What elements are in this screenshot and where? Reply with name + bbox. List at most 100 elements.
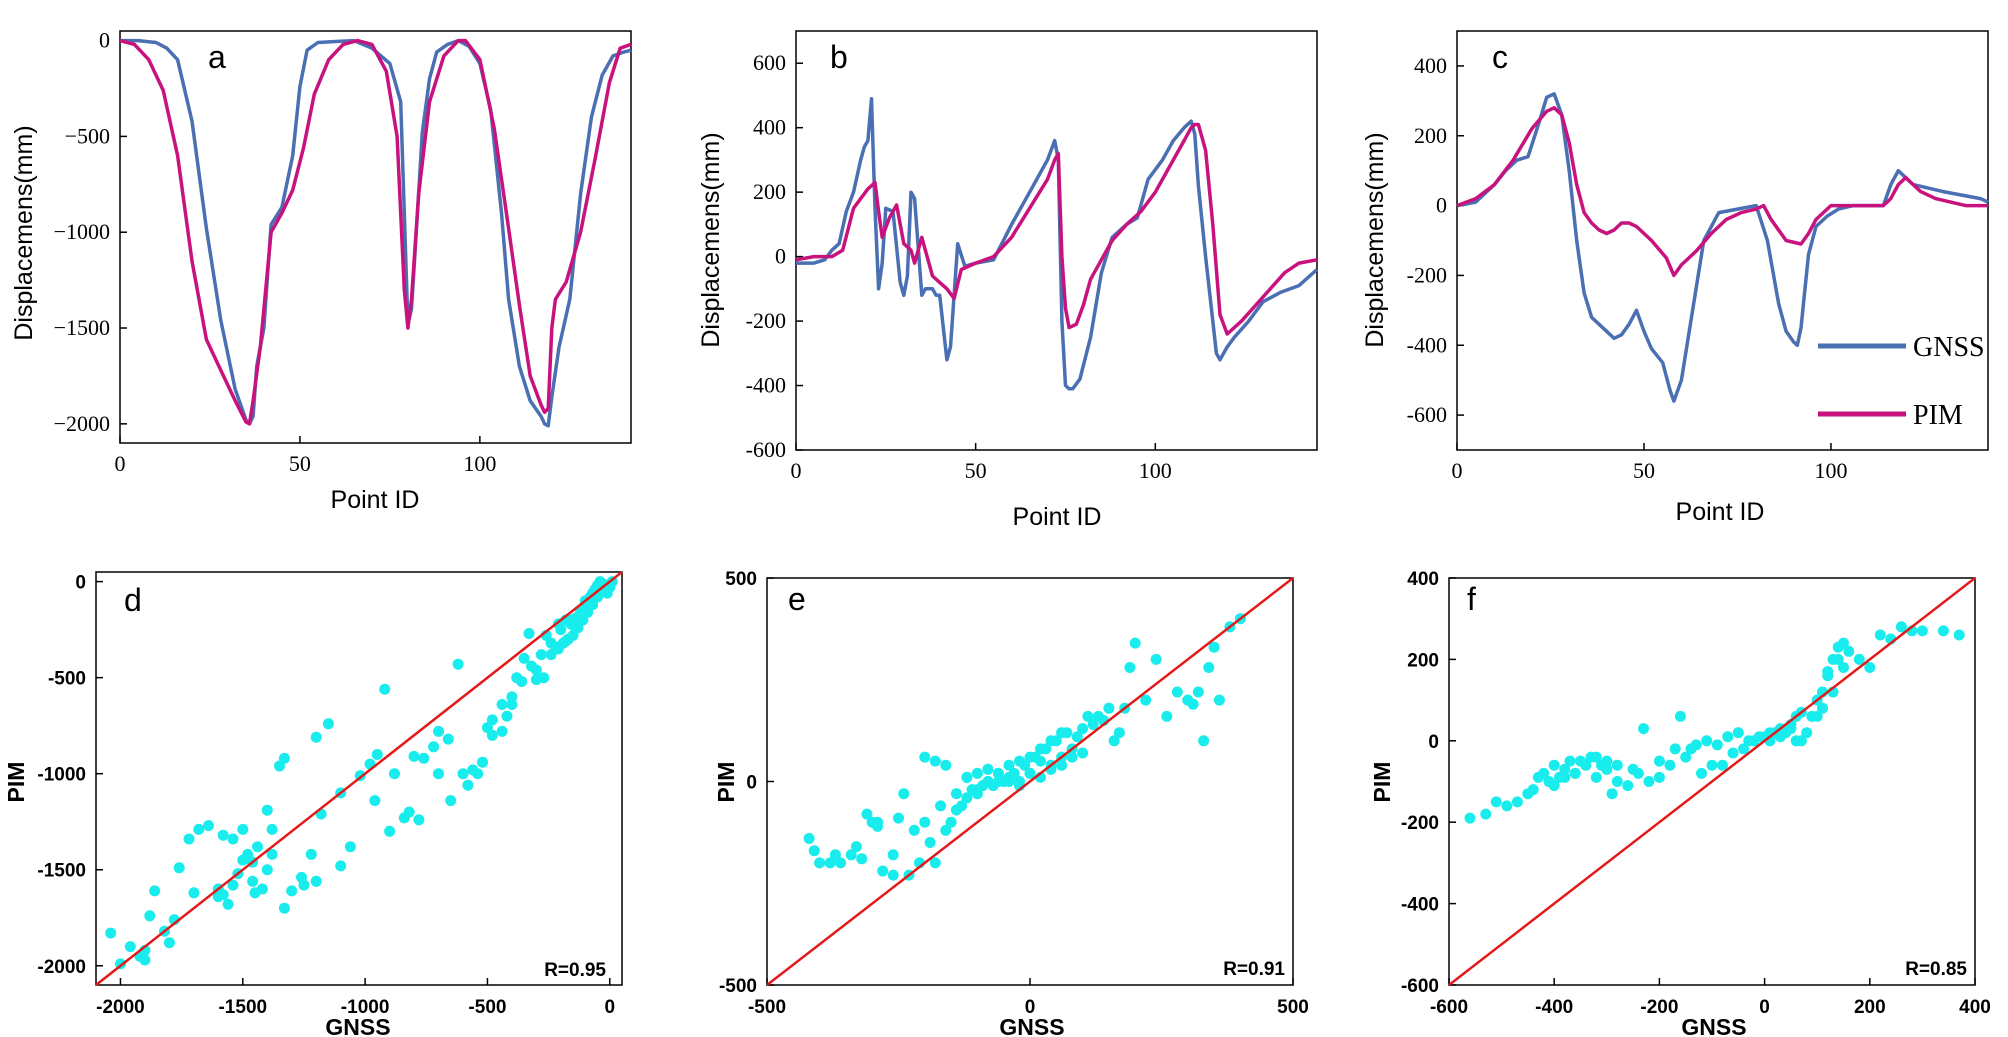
panel-f-point: [1569, 767, 1581, 779]
panel-e-ytick-label: 500: [725, 569, 757, 590]
panel-d-point: [408, 750, 420, 762]
panel-e-point: [919, 816, 931, 828]
panel-f-point: [1827, 653, 1839, 665]
panel-d-point: [506, 699, 518, 710]
panel-e-point: [877, 865, 889, 877]
panel-e-fit-line: [766, 577, 1294, 986]
panel-d-point: [523, 628, 535, 639]
panel-f-point: [1732, 727, 1744, 739]
panel-e-point: [1087, 719, 1099, 730]
panel-c-plot-frame: [1456, 30, 1989, 451]
panel-c-ytick-label: -200: [1407, 262, 1447, 287]
panel-d-point: [552, 643, 564, 655]
panel-f-point: [1559, 771, 1571, 783]
panel-e: -500 0 500 500 0 -500 e R=0.91 GNSS PIM: [713, 569, 1309, 1037]
panel-d-point: [486, 714, 498, 726]
panel-e-point: [1008, 767, 1020, 779]
panel-f-point: [1822, 670, 1834, 682]
panel-e-point: [1161, 710, 1173, 722]
panel-c-xtick-label: 50: [1633, 458, 1655, 483]
panel-d-point: [486, 729, 498, 741]
panel-d-point: [266, 823, 278, 835]
panel-a-xtick-label: 100: [463, 451, 496, 476]
panel-e-point: [940, 824, 952, 836]
panel-f-point: [1832, 641, 1844, 653]
panel-d-xtick-label: -500: [468, 997, 506, 1018]
panel-e-point: [982, 776, 994, 787]
panel-d-ytick-label: -2000: [37, 957, 86, 978]
panel-f-r-value: R=0.85: [1905, 959, 1967, 980]
panel-d-point: [149, 885, 161, 897]
panel-d-point: [418, 752, 430, 764]
panel-d-point: [227, 833, 239, 845]
panel-e-xtick-label: 500: [1277, 997, 1309, 1018]
panel-f-point: [1601, 763, 1613, 775]
panel-e-point: [898, 788, 910, 800]
panel-f-ytick-label: -400: [1401, 895, 1439, 916]
panel-d-point: [261, 864, 273, 876]
panel-d-point: [247, 875, 259, 887]
panel-c-series-pim: [1456, 106, 1988, 278]
panel-f-point: [1895, 621, 1907, 633]
panel-f-point: [1611, 759, 1623, 771]
panel-f-xtick-label: 400: [1959, 997, 1991, 1018]
panel-d-point: [203, 820, 214, 832]
panel-a-xtick-label: 50: [289, 451, 311, 476]
panel-e-point: [1203, 662, 1215, 673]
panel-d-point: [496, 699, 508, 710]
panel-c-xtick-label: 100: [1814, 458, 1847, 483]
panel-f-point: [1638, 723, 1650, 735]
panel-d-point: [252, 841, 263, 853]
panel-e-point: [940, 759, 952, 771]
panel-d-point: [369, 795, 381, 807]
panel-f-point: [1606, 788, 1618, 800]
panel-a-series-gnss: [120, 38, 632, 428]
panel-f-ytick-label: 400: [1407, 569, 1439, 590]
panel-b-ytick-label: -600: [746, 437, 786, 462]
panel-d-point: [139, 954, 151, 966]
panel-e-point: [1113, 727, 1125, 739]
panel-b-series-pim: [795, 122, 1318, 336]
panel-a-ytick-label: 0: [99, 28, 110, 53]
panel-f-point: [1664, 759, 1676, 771]
panel-d-point: [237, 854, 249, 866]
panel-c-ytick-label: -400: [1407, 332, 1447, 357]
panel-f-point: [1490, 796, 1502, 808]
panel-e-letter: e: [788, 581, 806, 617]
panel-e-point: [1129, 637, 1141, 649]
panel-f-point: [1795, 735, 1807, 747]
panel-e-point: [956, 800, 968, 812]
panel-e-point: [1077, 747, 1089, 759]
legend-gnss-label: GNSS: [1913, 332, 1985, 363]
panel-f-point: [1559, 763, 1571, 775]
panel-e-point: [1071, 731, 1083, 743]
panel-d-point: [173, 862, 185, 874]
panel-d-point: [518, 652, 530, 664]
panel-e-point: [1024, 767, 1036, 779]
panel-b-ytick-label: 400: [753, 115, 786, 140]
panel-d-point: [433, 725, 444, 737]
panel-d-point: [452, 658, 464, 670]
panel-c-ytick-label: 200: [1414, 123, 1447, 148]
panel-d-point: [310, 875, 322, 887]
panel-f-xlabel: GNSS: [1681, 1014, 1746, 1037]
panel-d-ytick-label: -500: [48, 669, 86, 690]
panel-e-point: [1208, 641, 1220, 653]
panel-a-xtick-label: 0: [115, 451, 126, 476]
panel-e-point: [935, 800, 947, 812]
panel-e-point: [1187, 698, 1199, 710]
panel-e-point: [929, 857, 941, 869]
panel-d-point: [286, 885, 298, 897]
panel-c: 0 50 100 400 200 0 -200 -400 -600 c Point ID Dis…: [1361, 30, 1989, 526]
panel-e-point: [887, 849, 899, 861]
panel-f-xtick-label: -400: [1535, 997, 1573, 1018]
panel-f-point: [1622, 780, 1634, 792]
panel-d-fit-line: [95, 571, 623, 986]
panel-b-ytick-label: 600: [753, 50, 786, 75]
panel-d-point: [462, 779, 474, 791]
panel-e-point: [814, 857, 826, 869]
panel-b-letter: b: [830, 39, 848, 75]
panel-f-point: [1753, 731, 1765, 743]
panel-e-point: [808, 845, 820, 857]
